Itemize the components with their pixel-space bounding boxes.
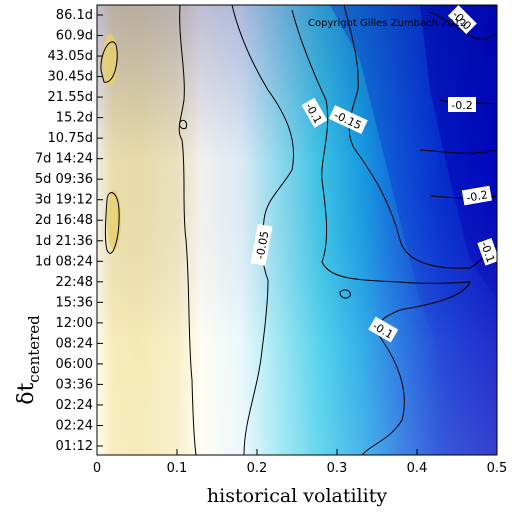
copyright-text: Copyright Gilles Zumbach 2012 xyxy=(308,18,467,29)
y-tick-label: 22:48 xyxy=(56,275,93,290)
y-tick-label: 12:00 xyxy=(56,316,93,331)
x-axis: 0 0.1 0.2 0.3 0.4 0.5 xyxy=(93,449,507,476)
y-tick-label: 08:24 xyxy=(56,336,93,351)
y-tick-label: 15:36 xyxy=(56,295,93,310)
y-tick-label: 02:24 xyxy=(56,418,93,433)
y-tick-label: 15.2d xyxy=(56,111,93,126)
contour-label: -0.2 xyxy=(448,97,476,112)
y-tick-label: 30.45d xyxy=(48,70,93,85)
x-tick-label: 0.1 xyxy=(167,461,188,476)
svg-text:δtcentered: δtcentered xyxy=(14,315,43,405)
svg-text:-0.2: -0.2 xyxy=(451,99,472,112)
x-tick-label: 0.4 xyxy=(407,461,428,476)
y-tick-label: 86.1d xyxy=(56,8,93,23)
contour-label: -0.05 xyxy=(250,223,273,266)
y-axis-title: δtcentered xyxy=(14,315,43,405)
y-tick-label: 02:24 xyxy=(56,398,93,413)
y-tick-label: 43.05d xyxy=(48,49,93,64)
x-tick-label: 0.3 xyxy=(327,461,348,476)
y-tick-label: 06:00 xyxy=(56,357,93,372)
y-tick-label: 7d 14:24 xyxy=(35,152,93,167)
x-axis-title: historical volatility xyxy=(207,485,387,507)
y-tick-label: 60.9d xyxy=(56,29,93,44)
heatmap-field xyxy=(97,5,497,455)
y-tick-label: 03:36 xyxy=(56,377,93,392)
svg-text:-0.05: -0.05 xyxy=(254,230,272,260)
y-tick-label: 21.55d xyxy=(48,90,93,105)
y-tick-label: 1d 08:24 xyxy=(35,254,93,269)
svg-text:-0.2: -0.2 xyxy=(465,188,488,205)
y-tick-label: 01:12 xyxy=(56,439,93,454)
y-axis-title-subscript: centered xyxy=(25,315,43,383)
y-tick-label: 10.75d xyxy=(48,131,93,146)
y-tick-label: 5d 09:36 xyxy=(35,172,93,187)
plot-frame xyxy=(96,4,498,456)
y-axis-title-main: δt xyxy=(14,383,39,405)
y-tick-label: 2d 16:48 xyxy=(35,213,93,228)
x-tick-label: 0.5 xyxy=(487,461,508,476)
y-tick-label: 1d 21:36 xyxy=(35,234,93,249)
y-tick-label: 3d 19:12 xyxy=(35,193,93,208)
x-tick-label: 0.2 xyxy=(247,461,268,476)
contour-label: -0.2 xyxy=(461,185,493,206)
y-axis: 86.1d 60.9d 43.05d 30.45d 21.55d 15.2d 10.75d 7… xyxy=(35,8,103,454)
x-tick-label: 0 xyxy=(93,461,101,476)
